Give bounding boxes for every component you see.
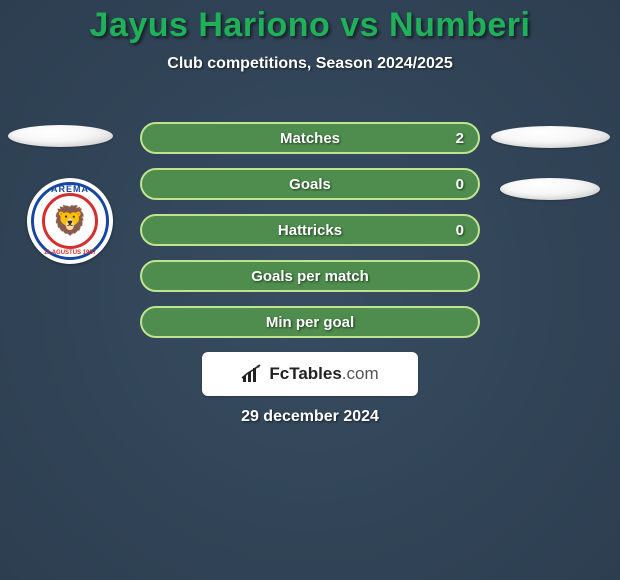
- stat-label: Matches: [280, 130, 340, 147]
- stat-row: Goals 0: [140, 168, 480, 200]
- badge-bottom-text: 11 AGUSTUS 1987: [44, 250, 96, 256]
- badge-top-text: AREMA: [51, 184, 89, 194]
- stat-label: Min per goal: [266, 314, 354, 331]
- brand-bars-icon: [241, 364, 265, 384]
- brand-main: FcTables: [269, 364, 341, 383]
- club-badge: AREMA 🦁 11 AGUSTUS 1987: [27, 178, 113, 264]
- stat-row: Hattricks 0: [140, 214, 480, 246]
- stat-rows: Matches 2 Goals 0 Hattricks 0 Goals per …: [140, 122, 480, 352]
- stat-value-right: 0: [456, 176, 464, 193]
- subtitle: Club competitions, Season 2024/2025: [0, 55, 620, 73]
- stat-value-right: 2: [456, 130, 464, 147]
- stat-row: Matches 2: [140, 122, 480, 154]
- stat-label: Hattricks: [278, 222, 342, 239]
- brand-text: FcTables.com: [269, 364, 378, 384]
- stat-row: Goals per match: [140, 260, 480, 292]
- brand-box: FcTables.com: [202, 352, 418, 396]
- stat-label: Goals per match: [251, 268, 369, 285]
- stat-value-right: 0: [456, 222, 464, 239]
- badge-inner-ring: [42, 193, 98, 249]
- player-marker-right-top: [491, 126, 610, 148]
- player-marker-right-bottom: [500, 178, 600, 200]
- date-text: 29 december 2024: [0, 408, 620, 426]
- page-title: Jayus Hariono vs Numberi: [0, 0, 620, 45]
- player-marker-left: [8, 125, 113, 147]
- brand-suffix: .com: [342, 364, 379, 383]
- stat-label: Goals: [289, 176, 331, 193]
- stat-row: Min per goal: [140, 306, 480, 338]
